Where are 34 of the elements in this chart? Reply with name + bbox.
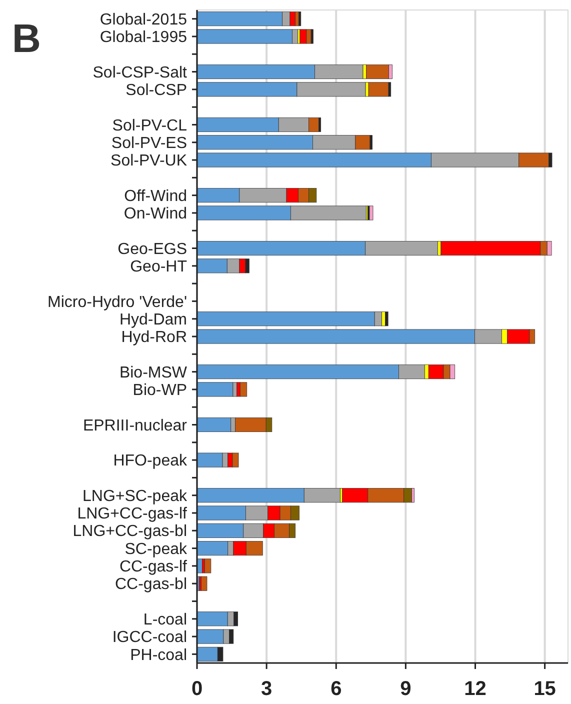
y-tick-label: LNG+SC-peak xyxy=(82,488,188,505)
y-tick-label: LNG+CC-gas-bl xyxy=(72,523,187,540)
y-tick-label: Bio-MSW xyxy=(119,364,188,382)
x-tick-label: 3 xyxy=(261,678,272,700)
y-tick-label: CC-gas-bl xyxy=(114,576,187,594)
y-tick-label: Sol-CSP-Salt xyxy=(92,64,188,82)
x-tick-label: 0 xyxy=(191,678,203,700)
y-tick-label: Sol-PV-UK xyxy=(110,152,188,170)
x-tick-label: 6 xyxy=(330,678,342,700)
y-tick-label: Global-1995 xyxy=(100,29,188,46)
y-tick-label: Sol-PV-CL xyxy=(112,117,188,134)
y-tick-label: L-coal xyxy=(143,611,187,628)
y-tick-label: SC-peak xyxy=(124,540,188,558)
y-tick-label: Bio-WP xyxy=(132,382,187,400)
chart-title: B xyxy=(12,17,41,61)
y-tick-label: Hyd-RoR xyxy=(121,329,187,346)
y-tick-label: IGCC-coal xyxy=(112,629,187,646)
y-tick-label: EPRIII-nuclear xyxy=(82,417,188,434)
x-tick-label: 9 xyxy=(400,678,412,700)
y-tick-label: Sol-PV-ES xyxy=(111,134,187,152)
y-tick-label: CC-gas-lf xyxy=(119,558,188,576)
y-tick-label: Hyd-Dam xyxy=(119,311,187,328)
y-tick-label: Sol-CSP xyxy=(126,82,187,100)
y-tick-label: Global-2015 xyxy=(100,11,188,28)
y-tick-label: PH-coal xyxy=(130,646,187,664)
y-tick-label: LNG+CC-gas-lf xyxy=(77,506,188,523)
y-tick-label: Geo-HT xyxy=(130,258,188,276)
y-tick-label: HFO-peak xyxy=(113,452,188,470)
y-tick-label: Micro-Hydro 'Verde' xyxy=(48,294,187,311)
x-tick-label: 15 xyxy=(534,678,556,700)
x-tick-label: 12 xyxy=(464,678,486,700)
y-tick-label: On-Wind xyxy=(124,206,187,223)
y-tick-label: Off-Wind xyxy=(124,188,187,205)
y-tick-label: Geo-EGS xyxy=(118,240,187,258)
